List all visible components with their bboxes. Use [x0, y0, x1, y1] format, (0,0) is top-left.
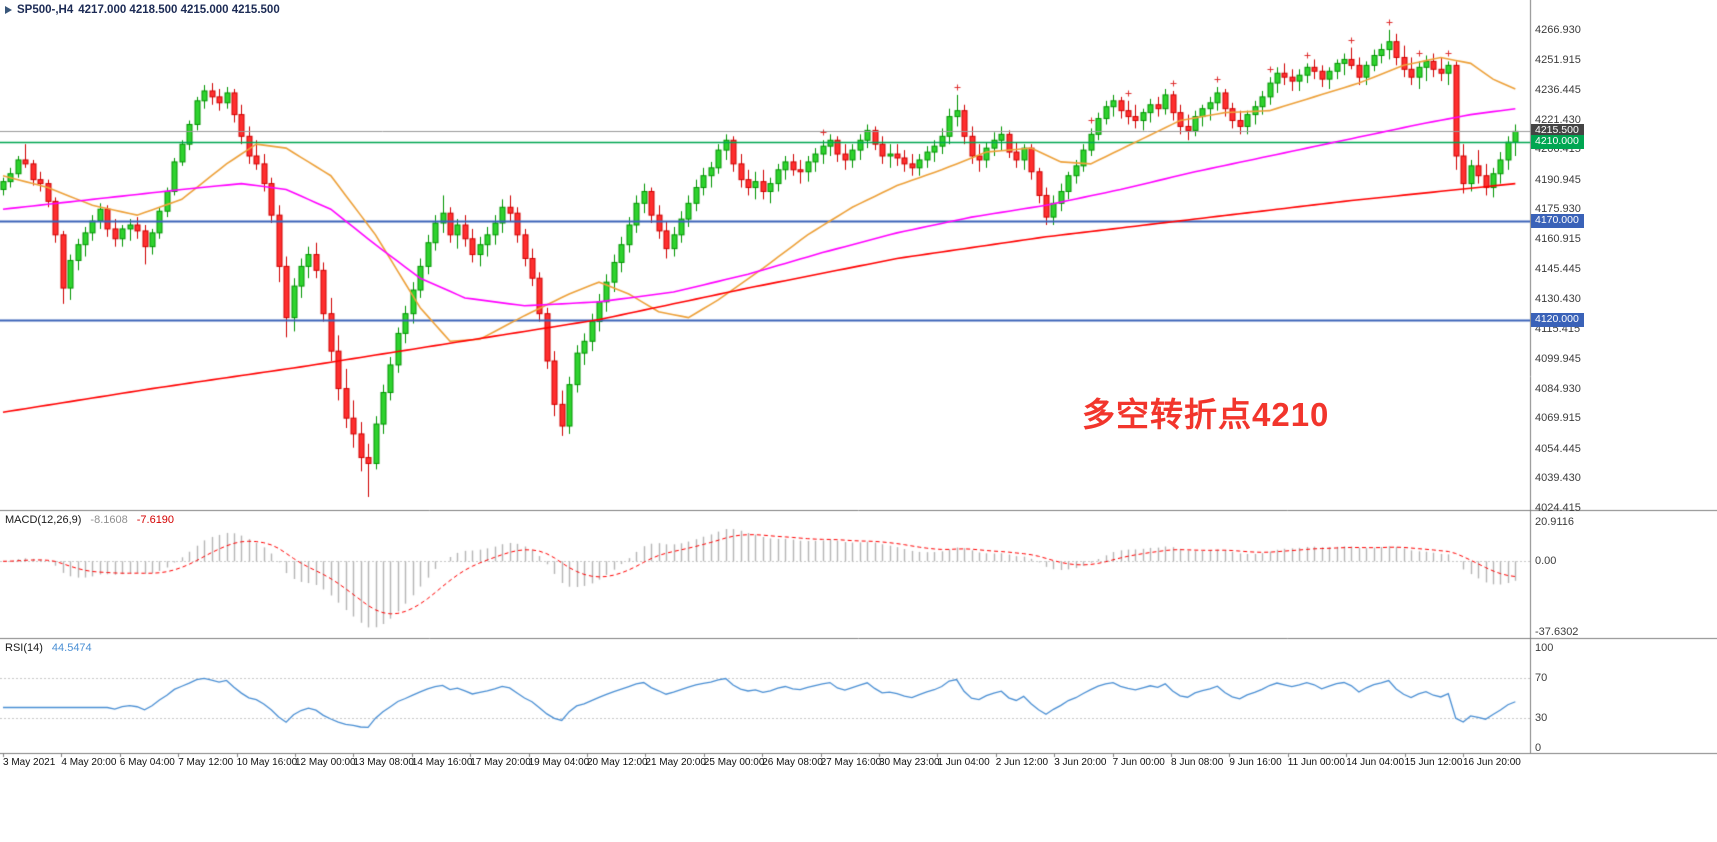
bid-price-box: 4215.500 [1531, 124, 1584, 139]
macd-name: MACD(12,26,9) [5, 514, 82, 526]
time-tick-label: 14 May 16:00 [411, 757, 473, 768]
level-price-box: 4120.000 [1531, 312, 1584, 327]
price-tick-label: 4190.945 [1535, 173, 1581, 186]
time-tick-label: 2 Jun 12:00 [995, 757, 1049, 768]
time-tick-label: 17 May 20:00 [470, 757, 531, 768]
price-tick-label: 4236.445 [1535, 84, 1581, 97]
price-tick-label: 4251.915 [1535, 53, 1581, 66]
macd-value-signal: -7.6190 [136, 514, 175, 526]
time-tick-label: 13 May 08:00 [353, 757, 414, 768]
time-tick-label: 3 May 2021 [3, 757, 56, 768]
chart-title: SP500-,H4 4217.000 4218.500 4215.000 421… [5, 4, 280, 16]
level-price-box: 4210.000 [1531, 135, 1584, 150]
price-tick-label: 4099.945 [1535, 353, 1581, 366]
price-tick-label: 4130.430 [1535, 293, 1581, 306]
price-tick-label: 4175.930 [1535, 203, 1581, 216]
symbol-marker-icon [5, 6, 12, 14]
time-tick-label: 10 May 16:00 [236, 757, 298, 768]
price-tick-label: 4039.430 [1535, 472, 1581, 485]
price-tick-label: 4054.445 [1535, 442, 1581, 455]
rsi-value: 44.5474 [51, 642, 92, 654]
price-tick-label: 4069.915 [1535, 412, 1581, 425]
time-tick-label: 6 May 04:00 [119, 757, 175, 768]
time-tick-label: 11 Jun 00:00 [1287, 757, 1345, 768]
time-tick-label: 20 May 12:00 [587, 757, 648, 768]
time-tick-label: 21 May 20:00 [645, 757, 706, 768]
price-tick-label: 4145.445 [1535, 263, 1581, 276]
time-tick-label: 12 May 00:00 [295, 757, 356, 768]
rsi-label: RSI(14) 44.5474 [5, 642, 92, 654]
annotation-text: 多空转折点4210 [1082, 396, 1330, 433]
macd-label: MACD(12,26,9) -8.1608 -7.6190 [5, 514, 174, 526]
time-tick-label: 9 Jun 16:00 [1229, 757, 1282, 768]
price-tick-label: 4266.930 [1535, 24, 1581, 36]
time-tick-label: 8 Jun 08:00 [1171, 757, 1224, 768]
time-tick-label: 7 May 12:00 [178, 757, 234, 768]
time-tick-label: 4 May 20:00 [61, 757, 117, 768]
price-tick-label: 4160.915 [1535, 232, 1581, 245]
rsi-scale-label: 70 [1535, 672, 1548, 684]
macd-value-main: -8.1608 [90, 514, 128, 526]
macd-scale-label: 20.9116 [1535, 516, 1574, 528]
macd-scale-label: -37.6302 [1535, 626, 1579, 638]
time-tick-label: 25 May 00:00 [703, 757, 765, 768]
time-tick-label: 26 May 08:00 [762, 757, 823, 768]
price-tick-label: 4024.415 [1535, 502, 1581, 514]
rsi-name: RSI(14) [5, 642, 43, 654]
time-tick-label: 16 Jun 20:00 [1463, 757, 1521, 768]
price-axis[interactable]: 4266.930 4251.915 4236.445 4221.430 4206.415… [1531, 0, 1717, 755]
level-price-box: 4170.000 [1531, 214, 1584, 229]
time-tick-label: 30 May 23:00 [879, 757, 940, 768]
time-tick-label: 14 Jun 04:00 [1346, 757, 1405, 768]
price-tick-label: 4084.930 [1535, 382, 1581, 395]
time-tick-label: 7 Jun 00:00 [1112, 757, 1165, 768]
time-tick-label: 3 Jun 20:00 [1054, 757, 1107, 768]
symbol-ohlc: 4217.000 4218.500 4215.000 4215.500 [78, 4, 280, 16]
time-tick-label: 1 Jun 04:00 [937, 757, 990, 768]
symbol-name: SP500-,H4 [17, 4, 74, 16]
time-tick-label: 15 Jun 12:00 [1404, 757, 1463, 768]
rsi-scale-label: 0 [1535, 742, 1542, 754]
time-tick-label: 19 May 04:00 [528, 757, 590, 768]
rsi-scale-label: 30 [1535, 712, 1548, 724]
macd-scale-label: 0.00 [1535, 555, 1557, 568]
time-axis[interactable]: 3 May 2021 4 May 20:00 6 May 04:00 7 May 12… [0, 757, 1717, 773]
rsi-scale-label: 100 [1535, 642, 1554, 654]
time-tick-label: 27 May 16:00 [820, 757, 882, 768]
price-tick-label: 4221.430 [1535, 113, 1581, 126]
